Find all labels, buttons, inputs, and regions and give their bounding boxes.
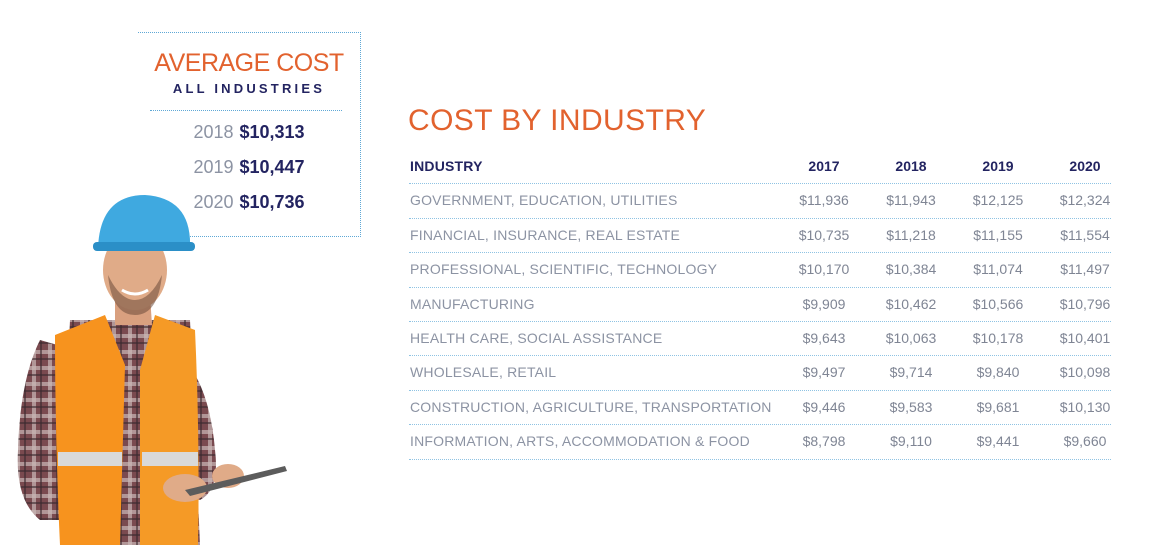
table-row: FINANCIAL, INSURANCE, REAL ESTATE $10,735…	[409, 219, 1111, 254]
average-cost-year: 2020	[193, 192, 234, 212]
cost-2017: $9,446	[802, 398, 846, 415]
cost-2017: $10,170	[798, 261, 850, 278]
average-cost-panel: AVERAGE COST ALL INDUSTRIES 2018 $10,313 …	[138, 32, 361, 237]
industry-name: GOVERNMENT, EDUCATION, UTILITIES	[410, 192, 678, 209]
cost-by-industry-title: COST BY INDUSTRY	[408, 104, 707, 137]
hand	[163, 474, 207, 502]
column-header-2019: 2019	[982, 158, 1014, 174]
table-header-row: INDUSTRY 2017 2018 2019 2020	[409, 150, 1111, 185]
cost-2020: $11,554	[1060, 226, 1110, 243]
cost-2018: $10,384	[885, 261, 937, 278]
cost-2018: $10,063	[885, 329, 937, 346]
smile	[121, 288, 149, 296]
table-row: PROFESSIONAL, SCIENTIFIC, TECHNOLOGY $10,…	[409, 253, 1111, 288]
construction-worker-illustration	[17, 195, 287, 545]
industry-name: FINANCIAL, INSURANCE, REAL ESTATE	[410, 226, 681, 243]
cost-2019: $12,125	[972, 192, 1024, 209]
vest-left	[55, 315, 125, 545]
table-row: HEALTH CARE, SOCIAL ASSISTANCE $9,643 $10,…	[409, 322, 1111, 357]
industry-name: HEALTH CARE, SOCIAL ASSISTANCE	[410, 329, 663, 346]
cost-2017: $9,497	[802, 364, 846, 381]
cost-2020: $10,130	[1059, 398, 1111, 415]
table-row: MANUFACTURING $9,909 $10,462 $10,566 $10,796	[409, 288, 1111, 322]
hard-hat-icon	[98, 195, 191, 248]
table-row: WHOLESALE, RETAIL $9,497 $9,714 $9,840 $10,0…	[409, 356, 1111, 391]
tablet-icon	[185, 466, 287, 496]
average-cost-year: 2019	[193, 157, 234, 177]
industry-name: CONSTRUCTION, AGRICULTURE, TRANSPORTATIO…	[410, 398, 772, 415]
column-header-2018: 2018	[895, 158, 927, 174]
cost-2018: $9,714	[889, 364, 933, 381]
average-cost-year: 2018	[193, 122, 234, 142]
cost-2019: $9,681	[976, 398, 1020, 415]
average-cost-subtitle: ALL INDUSTRIES	[172, 81, 326, 96]
average-cost-divider	[150, 110, 342, 111]
cost-2019: $10,566	[972, 295, 1024, 312]
cost-2020: $12,324	[1059, 192, 1111, 209]
average-cost-value: $10,313	[239, 122, 305, 142]
table-row: GOVERNMENT, EDUCATION, UTILITIES $11,936 $…	[409, 184, 1111, 219]
cost-2019: $10,178	[972, 329, 1024, 346]
cost-2017: $8,798	[802, 433, 846, 450]
industry-name: INFORMATION, ARTS, ACCOMMODATION & FOOD	[410, 433, 750, 450]
cost-2018: $9,110	[890, 433, 932, 450]
average-cost-row-2020: 2020 $10,736	[138, 192, 360, 213]
cost-2018: $11,943	[886, 192, 936, 209]
industry-name: MANUFACTURING	[410, 295, 535, 312]
average-cost-row-2018: 2018 $10,313	[138, 122, 360, 143]
cost-2018: $9,583	[889, 398, 933, 415]
cost-2017: $10,735	[798, 226, 850, 243]
average-cost-value: $10,447	[239, 157, 305, 177]
cost-2020: $10,796	[1059, 295, 1111, 312]
vest-reflective-stripe	[58, 452, 122, 466]
cost-2018: $10,462	[885, 295, 937, 312]
cost-2017: $9,909	[802, 295, 846, 312]
industry-name: WHOLESALE, RETAIL	[410, 364, 557, 381]
table-row: INFORMATION, ARTS, ACCOMMODATION & FOOD $…	[409, 425, 1111, 460]
industry-name: PROFESSIONAL, SCIENTIFIC, TECHNOLOGY	[410, 261, 718, 278]
cost-2017: $11,936	[799, 192, 849, 209]
vest-right	[140, 315, 199, 545]
column-header-industry: INDUSTRY	[410, 158, 483, 174]
average-cost-title: AVERAGE COST	[154, 49, 344, 77]
column-header-2020: 2020	[1069, 158, 1101, 174]
table-body: GOVERNMENT, EDUCATION, UTILITIES $11,936 $…	[409, 184, 1111, 460]
cost-2020: $11,497	[1060, 261, 1110, 278]
table-row: CONSTRUCTION, AGRICULTURE, TRANSPORTATIO…	[409, 391, 1111, 426]
cost-by-industry-table: INDUSTRY 2017 2018 2019 2020 GOVERNMENT,…	[409, 150, 1111, 460]
cost-2020: $10,401	[1059, 329, 1111, 346]
cost-2019: $9,840	[976, 364, 1020, 381]
cost-2020: $9,660	[1063, 433, 1107, 450]
vest-reflective-stripe	[142, 452, 198, 466]
cost-2019: $11,074	[973, 261, 1023, 278]
column-header-2017: 2017	[808, 158, 840, 174]
hard-hat-brim	[93, 242, 195, 251]
cost-2019: $11,155	[973, 226, 1023, 243]
beard	[108, 275, 162, 315]
average-cost-row-2019: 2019 $10,447	[138, 157, 360, 178]
cost-2019: $9,441	[976, 433, 1020, 450]
cost-2017: $9,643	[802, 329, 846, 346]
average-cost-value: $10,736	[239, 192, 305, 212]
cost-2020: $10,098	[1059, 364, 1111, 381]
cost-2018: $11,218	[886, 226, 936, 243]
